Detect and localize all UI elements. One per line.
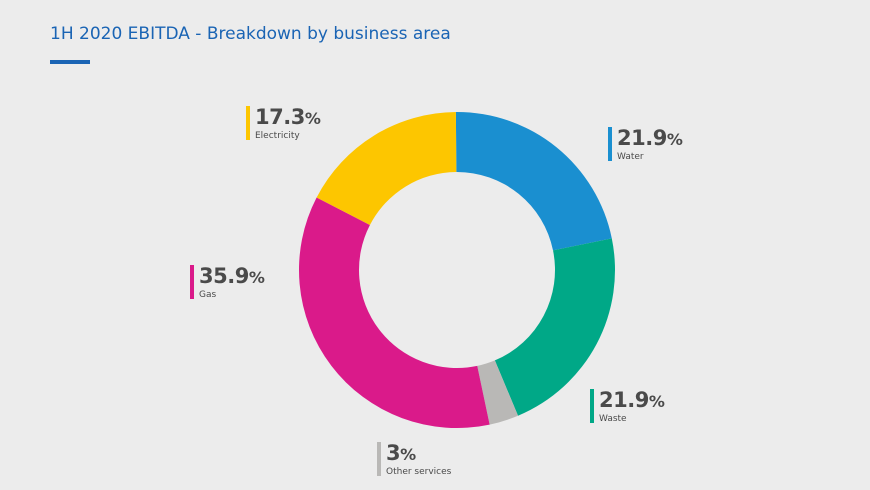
percent-sign: % (648, 392, 665, 411)
title-underline (50, 60, 90, 64)
label-marker (590, 389, 594, 423)
label-electricity: 17.3% Electricity (246, 105, 321, 141)
slice-waste (494, 238, 615, 416)
label-other-services: 3% Other services (377, 442, 451, 477)
label-marker (377, 442, 381, 476)
name-waste: Waste (599, 414, 627, 424)
name-electricity: Electricity (255, 131, 300, 141)
slice-gas (299, 197, 490, 429)
percent-sign: % (666, 130, 683, 149)
percent-sign: % (304, 109, 321, 128)
value-electricity: 17.3 (255, 105, 305, 129)
chart-title: 1H 2020 EBITDA - Breakdown by business a… (50, 24, 451, 44)
label-gas: 35.9% Gas (190, 264, 265, 300)
value-gas: 35.9 (199, 264, 249, 288)
slice-water (455, 112, 612, 251)
value-water: 21.9 (617, 126, 667, 150)
label-waste: 21.9% Waste (590, 388, 665, 424)
label-water: 21.9% Water (608, 126, 683, 162)
value-waste: 21.9 (599, 388, 649, 412)
name-gas: Gas (199, 290, 217, 300)
percent-sign: % (248, 268, 265, 287)
label-marker (608, 127, 612, 161)
slice-electricity (316, 112, 457, 226)
name-other-services: Other services (386, 467, 452, 477)
name-water: Water (617, 152, 644, 162)
percent-sign: % (400, 445, 416, 464)
label-marker (246, 106, 250, 140)
slice-other-services (477, 360, 519, 425)
value-other-services: 3 (386, 441, 401, 465)
label-marker (190, 265, 194, 299)
